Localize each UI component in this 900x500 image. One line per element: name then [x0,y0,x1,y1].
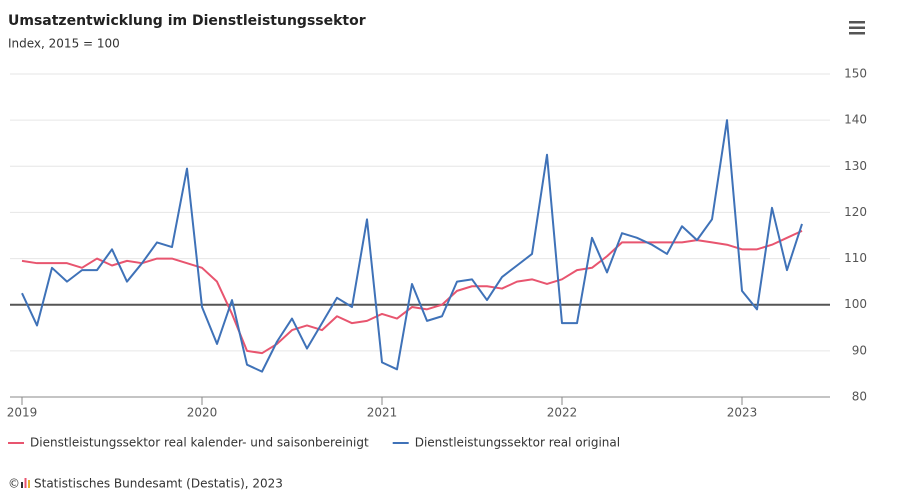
y-tick-label: 150 [844,67,867,81]
chart-title: Umsatzentwicklung im Dienstleistungssekt… [8,13,366,29]
legend-label: Dienstleistungssektor real original [415,436,620,450]
source: Statistisches Bundesamt (Destatis), 2023 [34,477,283,491]
copyright: © [8,477,20,491]
menu-button[interactable] [849,21,865,35]
y-tick-label: 140 [844,113,867,127]
y-tick-label: 80 [852,390,867,404]
x-tick-label: 2021 [367,406,398,420]
y-tick-label: 100 [844,297,867,311]
x-tick-label: 2022 [547,406,578,420]
y-tick-label: 110 [844,251,867,265]
x-tick-label: 2019 [7,406,38,420]
chart-subtitle: Index, 2015 = 100 [8,37,120,51]
y-tick-label: 90 [852,343,867,357]
y-tick-label: 130 [844,159,867,173]
series-line [21,229,803,355]
y-tick-label: 120 [844,205,867,219]
legend-label: Dienstleistungssektor real kalender- und… [30,436,369,450]
source-logo [21,478,30,488]
x-tick-label: 2023 [727,406,758,420]
series-line [21,119,803,373]
x-tick-label: 2020 [187,406,218,420]
